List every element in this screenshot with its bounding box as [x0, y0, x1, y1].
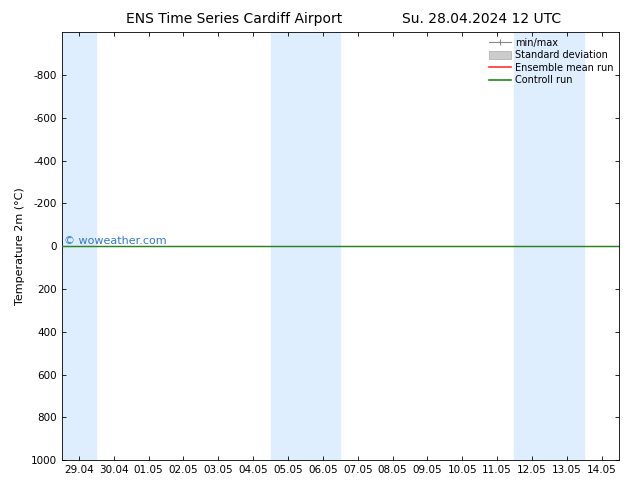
- Text: © woweather.com: © woweather.com: [64, 236, 167, 246]
- Y-axis label: Temperature 2m (°C): Temperature 2m (°C): [15, 187, 25, 305]
- Text: ENS Time Series Cardiff Airport: ENS Time Series Cardiff Airport: [126, 12, 343, 26]
- Bar: [271, 32, 340, 460]
- Text: Su. 28.04.2024 12 UTC: Su. 28.04.2024 12 UTC: [403, 12, 561, 26]
- Bar: [61, 32, 96, 460]
- Legend: min/max, Standard deviation, Ensemble mean run, Controll run: min/max, Standard deviation, Ensemble me…: [486, 35, 616, 88]
- Bar: [514, 32, 584, 460]
